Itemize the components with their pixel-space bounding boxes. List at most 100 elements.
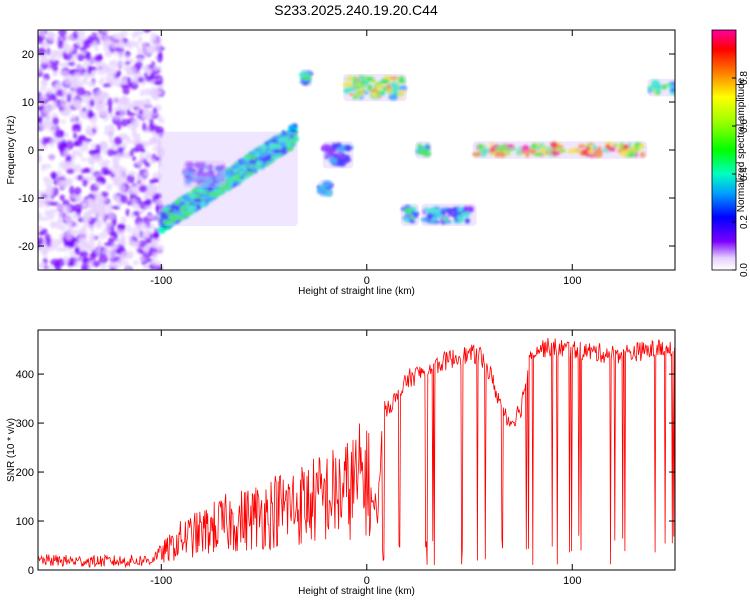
colorbar-tick-label: 0.0 [739,263,750,277]
heatmap-cell [248,159,255,164]
heatmap-cell [258,151,269,157]
heatmap-cell [193,197,202,203]
heatmap-cell [73,140,80,147]
heatmap-cell [131,156,137,162]
heatmap-cell [100,77,105,82]
heatmap-cell [45,88,54,94]
heatmap-cell [47,32,57,38]
heatmap-cell [159,213,170,220]
spectrogram-ytick-label: -20 [18,241,34,253]
heatmap-cell [142,43,148,50]
heatmap-cell [107,249,117,259]
heatmap-cell [59,70,70,77]
heatmap-cell [126,137,131,144]
heatmap-cell [98,253,109,264]
heatmap-cell [82,39,92,49]
heatmap-cell [66,93,72,103]
heatmap-cell [134,143,145,153]
heatmap-cell [76,30,86,39]
snr-ytick-label: 100 [16,516,34,528]
heatmap-cell [104,125,110,132]
heatmap-cell [82,141,90,147]
heatmap-cell [240,159,247,164]
heatmap-cell [260,163,266,168]
heatmap-cell [62,199,70,207]
heatmap-cell [79,145,89,152]
heatmap-cell [126,224,132,234]
heatmap-cell [59,62,66,68]
snr-ylabel: SNR (10 * v/v) [6,418,17,482]
heatmap-cell [49,220,56,229]
heatmap-cell [73,203,83,214]
heatmap-cell [73,123,80,129]
heatmap-cell [110,261,116,269]
heatmap-cell [44,209,50,216]
heatmap-cell [279,134,286,138]
heatmap-cell [80,225,87,236]
heatmap-cell [93,190,100,201]
heatmap-cell [203,176,213,184]
heatmap-cell [174,199,181,205]
heatmap-cell [43,120,53,128]
heatmap-cell [49,154,54,162]
heatmap-cell [246,171,255,176]
heatmap-cell [83,71,90,78]
heatmap-cell [183,193,189,201]
heatmap-cell [122,151,128,159]
heatmap-cell [107,213,115,221]
heatmap-cell [38,231,45,236]
heatmap-cell [63,132,69,138]
heatmap-cell [125,266,131,270]
heatmap-cell [95,181,103,187]
heatmap-cell [66,218,75,228]
heatmap-cell [100,92,109,99]
heatmap-cell [70,80,78,91]
heatmap-cell [59,194,65,201]
heatmap-cell [148,187,157,197]
heatmap-cell [149,118,154,126]
heatmap-cell [58,30,67,37]
heatmap-cell [38,106,43,111]
heatmap-cell [114,115,120,120]
heatmap-cell [75,241,80,248]
heatmap-cell [139,152,144,162]
heatmap-cell [197,168,204,174]
snr-xtick-label: 100 [563,575,581,587]
heatmap-cell [64,35,75,41]
heatmap-cell [129,150,134,157]
spectrogram-ytick-label: 10 [22,97,34,109]
heatmap-cell [139,109,144,115]
heatmap-cell [81,157,87,162]
heatmap-cell [110,173,115,178]
heatmap-cell [99,162,109,168]
heatmap-cell [216,175,222,182]
heatmap-cell [126,76,132,85]
heatmap-cell [69,185,75,195]
heatmap-cell [125,60,131,66]
heatmap-cell [41,163,52,169]
heatmap-cell [152,66,160,72]
heatmap-cell [145,98,151,104]
heatmap-cell [60,247,70,252]
heatmap-cell [134,61,143,70]
snr-ytick-label: 400 [16,369,34,381]
heatmap-cell [57,39,64,49]
heatmap-cell [105,183,113,191]
heatmap-cell [117,223,126,231]
heatmap-cell [151,177,160,183]
heatmap-cell [262,155,272,162]
heatmap-cell [41,56,50,65]
heatmap-cell [118,166,128,176]
heatmap-halo [300,69,313,87]
heatmap-cell [75,246,80,256]
heatmap-cell [80,263,86,270]
heatmap-cell [116,49,125,60]
heatmap-cell [67,242,76,249]
heatmap-cell [136,222,142,231]
heatmap-cell [121,142,128,149]
heatmap-cell [112,218,117,226]
heatmap-cell [120,234,126,243]
snr-series-line [38,337,675,569]
heatmap-cell [227,180,234,188]
heatmap-cell [51,93,57,103]
